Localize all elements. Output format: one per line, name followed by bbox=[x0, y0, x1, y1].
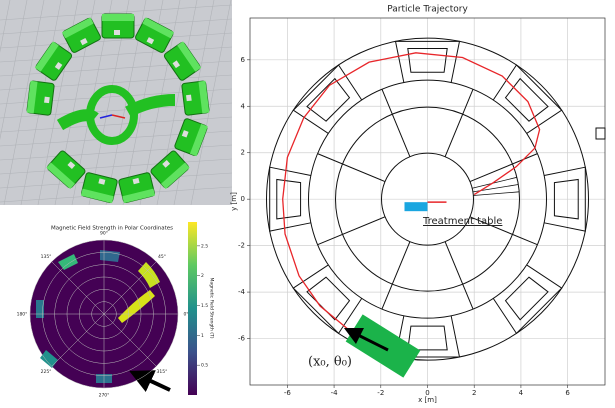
y-tick-label: 6 bbox=[241, 56, 246, 64]
magnet-block bbox=[102, 14, 134, 38]
colorbar bbox=[188, 222, 197, 395]
theta-label: 45° bbox=[158, 254, 166, 260]
render-3d bbox=[0, 0, 232, 205]
x-tick-label: 0 bbox=[425, 389, 429, 397]
y-axis-label: y [m] bbox=[230, 192, 238, 211]
heat-patch bbox=[100, 250, 120, 262]
annotation: (x₀, θ₀) bbox=[308, 355, 352, 370]
theta-label: 135° bbox=[41, 254, 52, 260]
theta-label: 180° bbox=[17, 312, 28, 318]
x-tick-label: 4 bbox=[519, 389, 524, 397]
y-tick-label: -2 bbox=[238, 242, 245, 250]
x-tick-label: -4 bbox=[331, 389, 339, 397]
y-tick-label: 0 bbox=[241, 195, 245, 203]
x-tick-label: -2 bbox=[377, 389, 384, 397]
theta-label: 270° bbox=[99, 393, 110, 399]
colorbar-tick-label: 1.5 bbox=[201, 303, 208, 309]
annotation: Treatment table bbox=[422, 216, 502, 227]
x-tick-label: 6 bbox=[565, 389, 570, 397]
trajectory-panel: Particle Trajectory x [m] y [m] -6 -4 -2 0 2 4 6 -… bbox=[230, 0, 615, 408]
theta-label: 315° bbox=[157, 369, 168, 375]
block-port bbox=[114, 30, 120, 35]
y-tick-label: -6 bbox=[238, 335, 246, 343]
colorbar-tick-label: 2 bbox=[201, 273, 204, 279]
figure: Magnetic Field Strength in Polar Coordin… bbox=[0, 0, 615, 408]
magnet-block bbox=[27, 81, 55, 116]
polar-panel: Magnetic Field Strength in Polar Coordin… bbox=[0, 210, 232, 408]
block-port bbox=[44, 97, 50, 104]
colorbar-tick-label: 1 bbox=[201, 333, 204, 339]
magnet-block bbox=[182, 81, 210, 116]
polar-title: Magnetic Field Strength in Polar Coordin… bbox=[51, 226, 173, 232]
x-tick-label: -6 bbox=[284, 389, 292, 397]
y-tick-label: 4 bbox=[241, 102, 246, 110]
block-port bbox=[186, 95, 192, 102]
theta-label: 0° bbox=[183, 312, 188, 318]
chart-title: Particle Trajectory bbox=[387, 5, 468, 15]
colorbar-tick-label: 0.5 bbox=[201, 363, 208, 369]
y-tick-label: 2 bbox=[241, 149, 245, 157]
theta-label: 225° bbox=[41, 369, 52, 375]
x-axis-label: x [m] bbox=[418, 396, 437, 404]
heat-patch bbox=[36, 300, 44, 318]
y-tick-label: -4 bbox=[238, 288, 246, 296]
treatment-table bbox=[405, 202, 428, 211]
theta-label: 90° bbox=[100, 231, 108, 237]
colorbar-label: Magnetic Field Strength (T) bbox=[209, 277, 215, 338]
block-top bbox=[102, 14, 134, 21]
colorbar-tick-label: 2.5 bbox=[201, 243, 208, 249]
x-tick-label: 2 bbox=[472, 389, 476, 397]
